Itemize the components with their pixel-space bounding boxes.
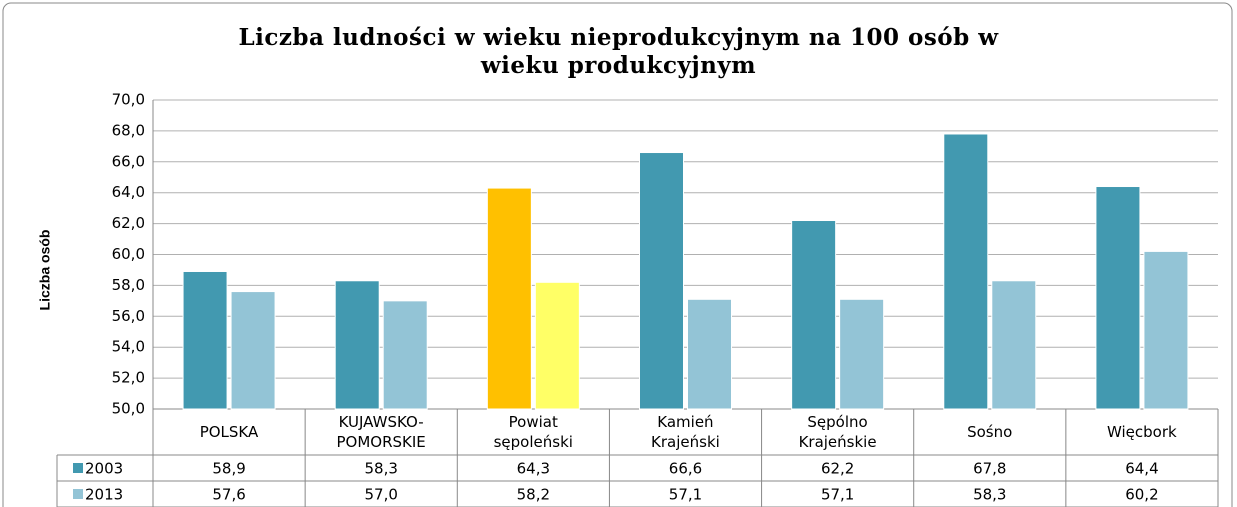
y-tick-label: 58,0: [112, 276, 145, 294]
x-tick-label: POLSKA: [199, 423, 259, 441]
table-value: 57,6: [212, 486, 245, 504]
table-value: 58,3: [365, 460, 398, 478]
y-tick-label: 66,0: [112, 152, 145, 170]
table-value: 66,6: [669, 460, 702, 478]
table-value: 67,8: [973, 460, 1006, 478]
x-tick-label: Więcbork: [1106, 423, 1177, 441]
bar: [1095, 186, 1141, 410]
bar: [839, 298, 885, 410]
bar: [639, 152, 684, 410]
y-tick-label: 64,0: [112, 183, 145, 201]
y-axis-label: Liczba osób: [37, 230, 53, 311]
table-value: 57,0: [365, 486, 398, 504]
bar: [991, 280, 1037, 410]
x-tick-label: Powiat sępoleński: [493, 413, 573, 451]
legend-label: 2003: [85, 460, 123, 478]
legend-swatch: [73, 463, 83, 473]
bar: [486, 187, 532, 410]
bar: [534, 281, 580, 410]
y-tick-label: 52,0: [112, 369, 145, 387]
chart-title: Liczba ludności w wieku nieprodukcyjnym …: [238, 24, 999, 79]
table-value: 62,2: [821, 460, 854, 478]
table-value: 58,9: [212, 460, 245, 478]
y-tick-label: 68,0: [112, 121, 145, 139]
y-tick-label: 62,0: [112, 214, 145, 232]
bar: [791, 220, 837, 410]
table-value: 64,4: [1125, 460, 1158, 478]
table-value: 60,2: [1125, 486, 1158, 504]
bar: [943, 133, 989, 410]
bar: [334, 280, 380, 410]
bar: [230, 291, 276, 410]
y-tick-label: 60,0: [112, 245, 145, 263]
x-tick-label: Sępólno Krajeńskie: [798, 413, 877, 451]
x-tick-label: KUJAWSKO- POMORSKIE: [336, 413, 426, 451]
table-value: 57,1: [669, 486, 702, 504]
table-value: 57,1: [821, 486, 854, 504]
bar: [382, 300, 428, 410]
x-tick-label: Kamień Krajeński: [651, 413, 720, 451]
bar: [687, 298, 732, 410]
table-value: 64,3: [517, 460, 550, 478]
bar: [1143, 250, 1189, 410]
table-value: 58,3: [973, 486, 1006, 504]
x-tick-label: Sośno: [967, 423, 1013, 441]
bar: [182, 270, 228, 410]
legend-swatch: [73, 489, 83, 499]
y-tick-label: 56,0: [112, 307, 145, 325]
y-tick-label: 54,0: [112, 338, 145, 356]
y-tick-label: 50,0: [112, 400, 145, 418]
legend-label: 2013: [85, 486, 123, 504]
table-value: 58,2: [517, 486, 550, 504]
y-tick-label: 70,0: [112, 91, 145, 109]
